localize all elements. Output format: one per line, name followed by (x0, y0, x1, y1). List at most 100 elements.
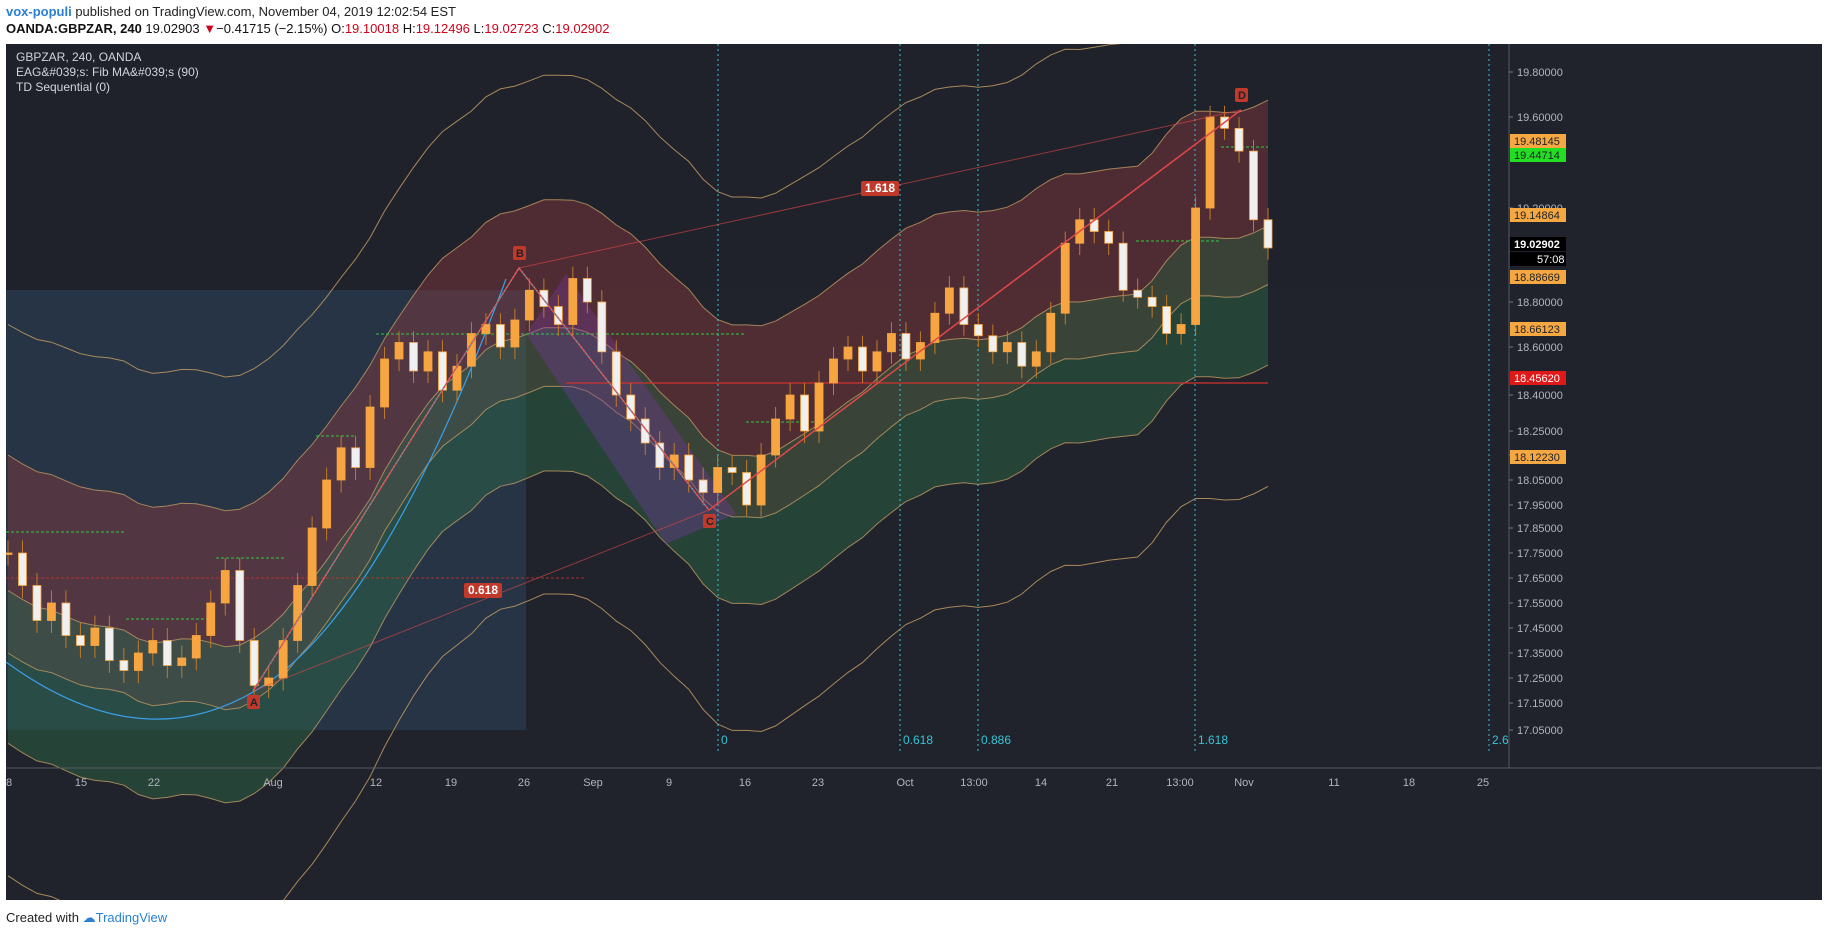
time-tick-label: 12 (370, 777, 382, 789)
close-value: 19.02902 (555, 21, 610, 36)
symbol-label: OANDA:GBPZAR, 240 (6, 21, 142, 36)
fib-ratio-box-1 (464, 583, 502, 598)
tradingview-link[interactable]: TradingView (95, 910, 168, 925)
candle (90, 627, 100, 646)
open-value: 19.10018 (344, 21, 400, 36)
pattern-bc-dotted (518, 267, 710, 511)
publish-line: vox-populi published on TradingView.com,… (6, 4, 456, 19)
bg-shade (6, 44, 1509, 290)
fib-ratio-box-0 (861, 181, 899, 196)
high-value: 19.12496 (415, 21, 470, 36)
fib-time-label-2: 0.886 (981, 733, 1011, 747)
candle (365, 406, 375, 468)
candle (119, 660, 129, 671)
time-tick-label: 13:00 (1166, 777, 1194, 789)
tradingview-logo-icon: ☁ (82, 910, 96, 925)
price-label-value: 18.45620 (1514, 373, 1560, 385)
fib-time-label-3: 1.618 (1198, 733, 1228, 747)
pattern-ac-line (252, 509, 710, 692)
candle (756, 454, 766, 506)
fib-ratio-label-1: 0.618 (468, 583, 498, 597)
price-label-ma (1510, 134, 1566, 148)
candle (76, 635, 85, 646)
candle (582, 278, 592, 303)
candle (496, 324, 505, 348)
price-label-value: 19.14864 (1514, 210, 1560, 222)
candle (524, 289, 534, 321)
candle (1118, 242, 1128, 291)
price-tick-label: 19.60000 (1517, 112, 1563, 124)
time-tick-label: 23 (812, 777, 824, 789)
candle (843, 346, 853, 360)
price-label-support (1510, 371, 1566, 385)
time-tick-label: 26 (518, 777, 530, 789)
price-label-countdown (1510, 252, 1566, 266)
price-label-ma (1510, 322, 1566, 336)
time-tick-label: 25 (1477, 777, 1489, 789)
candle (322, 479, 332, 529)
ohlc-line: OANDA:GBPZAR, 240 19.02903 ▼−0.41715 (−2… (6, 21, 609, 36)
fib-ratio-label-0: 1.618 (865, 181, 895, 195)
candle (713, 467, 723, 493)
band-line-0 (7, 99, 1269, 512)
candle (785, 394, 795, 420)
price-tick-label: 17.75000 (1517, 548, 1563, 560)
time-tick-label: 16 (739, 777, 751, 789)
outer-band-upper (7, 0, 1177, 378)
publish-info: published on TradingView.com, November 0… (71, 4, 456, 19)
candle (800, 394, 809, 432)
candle (655, 442, 665, 468)
candle (771, 418, 780, 456)
candle (539, 289, 549, 307)
candle (553, 306, 563, 325)
legend-title: GBPZAR, 240, OANDA (16, 50, 142, 64)
candle (640, 418, 650, 444)
candle (944, 287, 954, 314)
candle (988, 335, 998, 353)
price-label-last (1510, 237, 1566, 251)
pattern-ab-dotted (252, 267, 520, 692)
candle (278, 640, 288, 679)
open-label: O: (331, 21, 345, 36)
legend-indicator-fib-ma[interactable]: EAG&#039;s: Fib MA&#039;s (90) (16, 65, 199, 79)
pattern-label-D: D (1238, 90, 1246, 102)
time-tick-label: 9 (666, 777, 672, 789)
price-label-value: 18.12230 (1514, 452, 1560, 464)
candle (626, 394, 636, 420)
candle (191, 635, 201, 659)
lower-band-fill (8, 284, 1268, 803)
candle (742, 472, 752, 506)
price-tick-label: 18.80000 (1517, 297, 1563, 309)
candle (1191, 207, 1200, 325)
time-tick-label: 22 (148, 777, 160, 789)
candle (829, 358, 838, 384)
candle (336, 447, 346, 481)
candle (684, 454, 694, 481)
chart-area[interactable]: 0 0.618 0.886 1.618 2.6 A B C D 1.618 0.618 19.8000… (3, 0, 1822, 934)
price-label-value: 19.44714 (1514, 150, 1560, 162)
author-link[interactable]: vox-populi (6, 4, 72, 19)
candle (872, 351, 882, 372)
candle (858, 346, 867, 372)
legend-indicator-td-sequential[interactable]: TD Sequential (0) (16, 80, 111, 94)
price-label-ma (1510, 208, 1566, 222)
candle (177, 657, 187, 666)
candle (930, 312, 940, 343)
candle (973, 324, 983, 337)
price-tick-label: 17.35000 (1517, 648, 1563, 660)
candle (1089, 219, 1099, 232)
price-change: −0.41715 (−2.15%) (216, 21, 328, 36)
time-tick-label: 14 (1035, 777, 1047, 789)
high-label: H: (402, 21, 416, 36)
candle (1017, 342, 1027, 367)
candle (1234, 127, 1244, 152)
price-tick-label: 18.60000 (1517, 342, 1563, 354)
price-chart[interactable]: 0 0.618 0.886 1.618 2.6 A B C D 1.618 0.618 19.8000… (3, 0, 1822, 934)
fib-time-label-0: 0 (721, 733, 728, 747)
price-tick-label: 17.65000 (1517, 573, 1563, 585)
price-tick-label: 17.25000 (1517, 673, 1563, 685)
candle (1104, 231, 1114, 244)
time-tick-label: 19 (445, 777, 457, 789)
candle (1263, 219, 1273, 249)
band-line-2 (7, 284, 1269, 711)
